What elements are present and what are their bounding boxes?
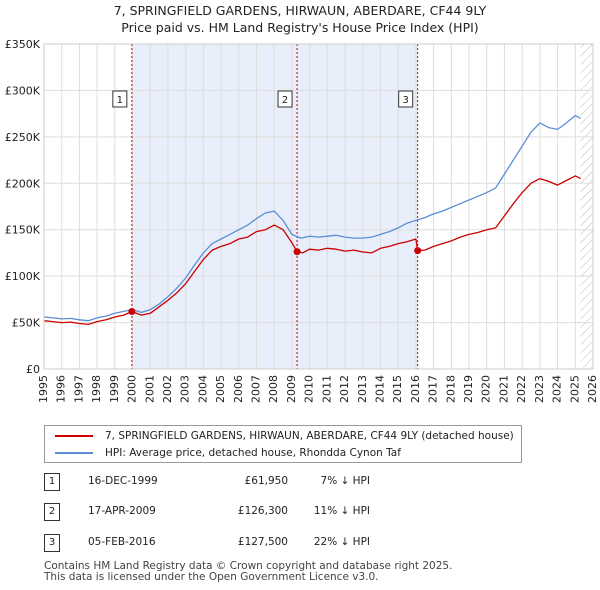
x-tick-label: 2008 bbox=[267, 375, 280, 403]
x-tick-label: 2005 bbox=[214, 375, 227, 403]
chart-title: 7, SPRINGFIELD GARDENS, HIRWAUN, ABERDAR… bbox=[113, 3, 487, 18]
x-tick-label: 2024 bbox=[551, 375, 564, 403]
plot-border bbox=[43, 43, 594, 370]
chart-subtitle: Price paid vs. HM Land Registry's House … bbox=[121, 20, 479, 35]
sale-label-box bbox=[398, 90, 414, 108]
sale-label-number: 3 bbox=[402, 95, 408, 106]
sale-hpi-diff: 7% ↓ HPI bbox=[320, 475, 370, 487]
x-tick-label: 2022 bbox=[515, 375, 528, 403]
x-tick-label: 2006 bbox=[232, 375, 245, 403]
sale-number-badge: 1 bbox=[44, 473, 60, 491]
x-tick-label: 2010 bbox=[303, 375, 316, 403]
x-tick-label: 2026 bbox=[586, 375, 599, 403]
sale-label-box bbox=[277, 90, 293, 108]
x-tick-label: 1995 bbox=[37, 375, 50, 403]
legend-label-hpi: HPI: Average price, detached house, Rhon… bbox=[105, 447, 401, 459]
y-tick-label: £200K bbox=[5, 177, 41, 190]
x-tick-label: 2013 bbox=[356, 375, 369, 403]
y-tick-label: £250K bbox=[5, 131, 41, 144]
x-tick-label: 2019 bbox=[462, 375, 475, 403]
sale-point bbox=[414, 247, 422, 255]
x-tick-label: 2007 bbox=[250, 375, 263, 403]
x-tick-label: 2011 bbox=[320, 375, 333, 403]
series-line-property bbox=[43, 175, 581, 326]
legend-label-property: 7, SPRINGFIELD GARDENS, HIRWAUN, ABERDAR… bbox=[105, 430, 514, 442]
footer-line-2: This data is licensed under the Open Gov… bbox=[44, 571, 379, 583]
chart-legend: 7, SPRINGFIELD GARDENS, HIRWAUN, ABERDAR… bbox=[44, 425, 522, 463]
ownership-shade bbox=[131, 44, 418, 369]
x-tick-label: 2017 bbox=[427, 375, 440, 403]
y-tick-label: £100K bbox=[5, 270, 41, 283]
y-tick-label: £350K bbox=[5, 38, 41, 51]
sale-point bbox=[128, 307, 136, 315]
table-row: 2 17-APR-2009 £126,300 11% ↓ HPI bbox=[0, 503, 600, 523]
legend-swatch-hpi bbox=[55, 452, 93, 454]
sale-label-number: 1 bbox=[117, 95, 123, 106]
legend-item-hpi: HPI: Average price, detached house, Rhon… bbox=[55, 445, 401, 461]
y-tick-label: £0 bbox=[26, 363, 40, 376]
x-tick-label: 1999 bbox=[108, 375, 121, 403]
x-tick-label: 2003 bbox=[179, 375, 192, 403]
y-tick-label: £150K bbox=[5, 224, 41, 237]
x-tick-label: 2018 bbox=[444, 375, 457, 403]
sale-hpi-diff: 22% ↓ HPI bbox=[313, 536, 370, 548]
x-tick-label: 2001 bbox=[143, 375, 156, 403]
x-tick-label: 2012 bbox=[338, 375, 351, 403]
sale-price: £126,300 bbox=[237, 505, 288, 517]
table-row: 1 16-DEC-1999 £61,950 7% ↓ HPI bbox=[0, 473, 600, 493]
x-tick-label: 2021 bbox=[497, 375, 510, 403]
sale-price: £127,500 bbox=[237, 536, 288, 548]
sale-date: 16-DEC-1999 bbox=[88, 475, 158, 487]
price-chart: £0 £50K £100K £150K £200K £250K £300K £350K 1995… bbox=[5, 38, 599, 403]
x-tick-label: 2015 bbox=[391, 375, 404, 403]
footer-attribution: Contains HM Land Registry data © Crown c… bbox=[44, 561, 452, 583]
x-tick-label: 1998 bbox=[90, 375, 103, 403]
x-tick-label: 2000 bbox=[126, 375, 139, 403]
y-tick-label: £50K bbox=[12, 317, 41, 330]
legend-item-property: 7, SPRINGFIELD GARDENS, HIRWAUN, ABERDAR… bbox=[55, 428, 514, 444]
projection-hatch bbox=[580, 44, 593, 369]
table-row: 3 05-FEB-2016 £127,500 22% ↓ HPI bbox=[0, 534, 600, 554]
y-tick-label: £300K bbox=[5, 84, 41, 97]
x-tick-label: 1997 bbox=[72, 375, 85, 403]
sale-price: £61,950 bbox=[244, 475, 288, 487]
sale-hpi-diff: 11% ↓ HPI bbox=[313, 505, 370, 517]
x-tick-label: 2023 bbox=[533, 375, 546, 403]
x-tick-label: 2016 bbox=[409, 375, 422, 403]
x-tick-label: 2002 bbox=[161, 375, 174, 403]
x-tick-label: 2004 bbox=[196, 375, 209, 403]
x-tick-label: 2009 bbox=[285, 375, 298, 403]
x-tick-label: 2025 bbox=[568, 375, 581, 403]
sale-number-badge: 2 bbox=[44, 503, 60, 521]
x-tick-label: 2014 bbox=[373, 375, 386, 403]
sale-number-badge: 3 bbox=[44, 534, 60, 552]
x-tick-label: 1996 bbox=[55, 375, 68, 403]
sale-date: 05-FEB-2016 bbox=[88, 536, 156, 548]
sale-date: 17-APR-2009 bbox=[88, 505, 156, 517]
x-tick-label: 2020 bbox=[480, 375, 493, 403]
legend-swatch-property bbox=[55, 435, 93, 437]
footer-line-1: Contains HM Land Registry data © Crown c… bbox=[44, 560, 453, 572]
sale-point bbox=[293, 248, 301, 256]
sale-label-box bbox=[112, 90, 128, 108]
sale-label-number: 2 bbox=[282, 95, 288, 106]
